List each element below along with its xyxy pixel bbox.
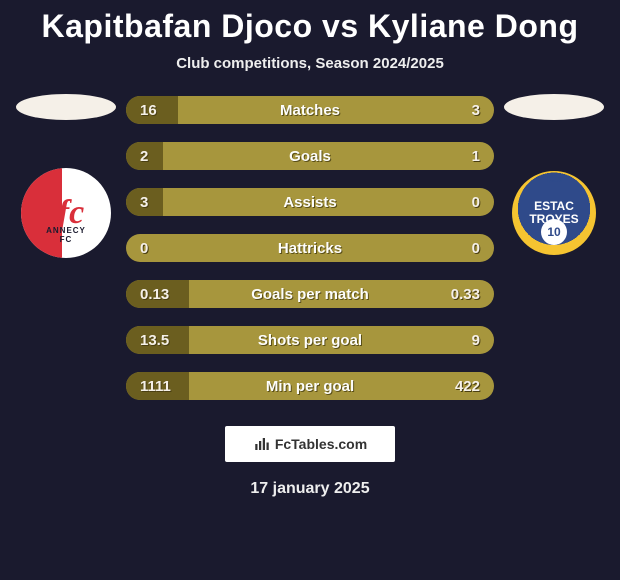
badge-number: 10: [541, 219, 567, 245]
stats-bars: 16 Matches 3 2 Goals 1 3 Assists 0 0 Hattricks 0 0.1…: [126, 94, 494, 400]
page-title: Kapitbafan Djoco vs Kyliane Dong: [42, 8, 579, 45]
stat-value-right: 1: [472, 148, 480, 165]
stat-value-left: 1111: [140, 378, 171, 395]
date-text: 17 january 2025: [250, 480, 369, 498]
stat-bar: 0.13 Goals per match 0.33: [126, 280, 494, 308]
stat-value-right: 422: [455, 378, 480, 395]
stat-label: Min per goal: [266, 378, 354, 395]
club-badge-right: 1986 ESTAC TROYES 10: [509, 168, 599, 258]
stat-value-right: 0.33: [451, 286, 480, 303]
stat-value-left: 16: [140, 102, 157, 119]
right-player-col: 1986 ESTAC TROYES 10: [494, 94, 614, 258]
stat-bar: 16 Matches 3: [126, 96, 494, 124]
stat-value-right: 0: [472, 240, 480, 257]
stat-value-left: 2: [140, 148, 148, 165]
stat-value-left: 0.13: [140, 286, 169, 303]
comparison-row: fc ANNECY FC 16Matches32Goals13Assists00…: [0, 94, 620, 400]
badge-line1: ESTAC: [534, 199, 574, 213]
club-badge-left: fc ANNECY FC: [21, 168, 111, 258]
footer-brand: FcTables.com: [225, 426, 395, 462]
stat-value-right: 9: [472, 332, 480, 349]
footer-brand-text: FcTables.com: [275, 436, 367, 452]
stat-bar: 1111 Min per goal 422: [126, 372, 494, 400]
stat-bar: 2 Goals 1: [126, 142, 494, 170]
stat-bar: 0 Hattricks 0: [126, 234, 494, 262]
stat-label: Shots per goal: [258, 332, 362, 349]
stat-label: Matches: [280, 102, 340, 119]
badge-stripe: [21, 168, 62, 258]
stat-value-left: 13.5: [140, 332, 169, 349]
badge-club-name-left: ANNECY FC: [44, 226, 89, 244]
stat-label: Goals: [289, 148, 331, 165]
stat-label: Hattricks: [278, 240, 342, 257]
stat-bar: 3 Assists 0: [126, 188, 494, 216]
stat-bar: 13.5 Shots per goal 9: [126, 326, 494, 354]
stat-value-left: 0: [140, 240, 148, 257]
stat-label: Assists: [283, 194, 336, 211]
player-silhouette-right: [504, 94, 604, 120]
stat-value-left: 3: [140, 194, 148, 211]
left-player-col: fc ANNECY FC: [6, 94, 126, 258]
chart-icon: [253, 435, 271, 453]
stat-value-right: 3: [472, 102, 480, 119]
badge-year: 1986: [546, 177, 562, 184]
stat-label: Goals per match: [251, 286, 369, 303]
stat-value-right: 0: [472, 194, 480, 211]
player-silhouette-left: [16, 94, 116, 120]
subtitle: Club competitions, Season 2024/2025: [176, 55, 444, 72]
